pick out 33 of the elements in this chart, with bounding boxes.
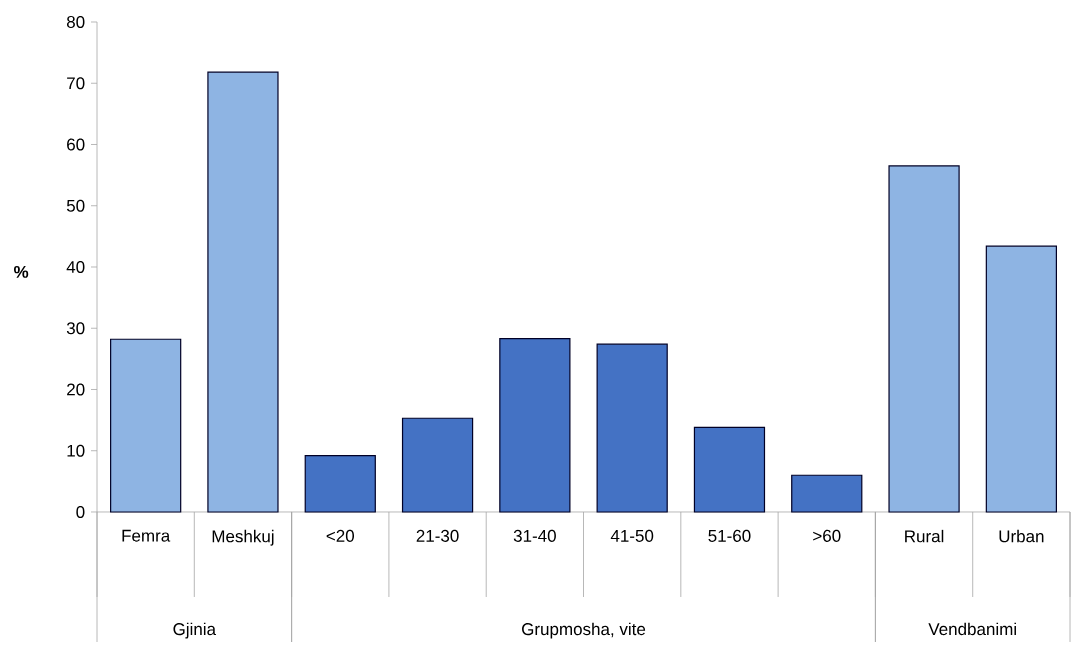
x-tick-label: Urban — [999, 529, 1044, 543]
x-tick-label: 21-30 — [416, 529, 459, 542]
text: Grupmosha, vite — [522, 622, 646, 639]
bar — [985, 245, 1057, 513]
bar — [304, 455, 376, 513]
bar — [401, 417, 474, 513]
y-tick-label: 20 — [67, 383, 85, 396]
y-tick-label: 10 — [67, 444, 85, 457]
y-tick-label: 80 — [66, 15, 85, 29]
y-tick-label: 50 — [66, 199, 85, 212]
x-tick-label: Rural — [905, 529, 944, 543]
bar — [693, 426, 766, 513]
x-tick-label: <20 — [326, 529, 355, 542]
bar — [596, 343, 668, 513]
bar — [791, 474, 863, 513]
x-tick-label: 31-40 — [513, 529, 556, 542]
bar — [499, 338, 571, 513]
x-tick-label: 51-60 — [708, 529, 751, 542]
y-tick-label: 30 — [66, 322, 85, 335]
x-tick-label: Meshkuj — [212, 529, 274, 546]
y-tick-label: 70 — [67, 77, 85, 90]
text: Vendbanimi — [928, 622, 1016, 636]
bar — [207, 71, 279, 513]
text: Gjinia — [173, 622, 217, 639]
bar — [888, 165, 960, 513]
x-tick-label: Femra — [122, 529, 171, 542]
y-tick-label: 60 — [67, 138, 85, 151]
bar — [110, 338, 182, 513]
y-tick-label: 40 — [66, 260, 85, 274]
y-axis-title: % — [13, 265, 29, 278]
x-tick-label: 41-50 — [610, 529, 654, 542]
x-tick-label: >60 — [813, 529, 841, 542]
y-tick-label: 0 — [76, 505, 85, 519]
